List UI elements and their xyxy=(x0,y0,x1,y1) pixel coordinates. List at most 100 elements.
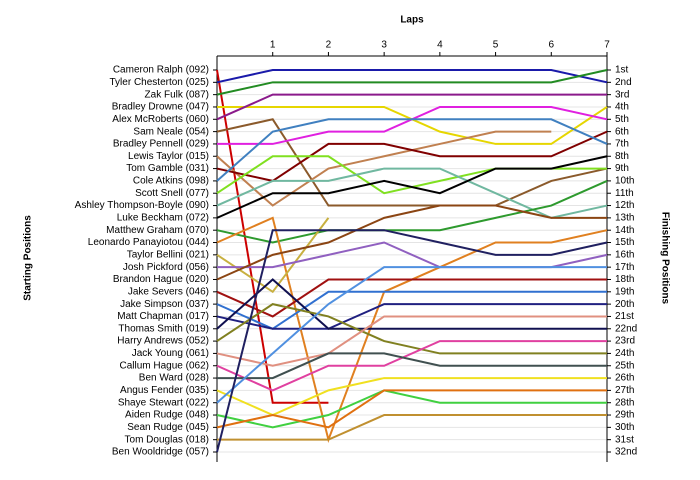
y2-tick-label: 24th xyxy=(615,348,634,359)
y2-tick-label: 4th xyxy=(615,102,629,113)
y2-tick-label: 3rd xyxy=(615,89,629,100)
driver-line xyxy=(216,155,608,219)
driver-line xyxy=(217,105,608,145)
y2-tick-label: 13th xyxy=(615,213,634,224)
driver-line xyxy=(216,118,608,207)
y2-tick-label: 16th xyxy=(615,249,634,260)
x-tick-label: 5 xyxy=(493,40,499,51)
driver-line xyxy=(217,352,607,380)
driver-line xyxy=(216,340,607,392)
legend-label: Jake Simpson (037) xyxy=(120,299,209,310)
driver-line xyxy=(216,229,608,453)
legend-label: Tyler Chesterton (025) xyxy=(110,77,210,88)
legend-label: Bradley Pennell (029) xyxy=(113,139,209,150)
y2-tick-label: 9th xyxy=(615,163,629,174)
x-tick-label: 2 xyxy=(326,40,332,51)
driver-line xyxy=(216,266,607,404)
legend-label: Matthew Graham (070) xyxy=(106,225,209,236)
legend-label: Bradley Drowne (047) xyxy=(112,102,209,113)
y-axis-title: Starting Positions xyxy=(23,215,34,301)
driver-line xyxy=(216,377,607,417)
y2-tick-label: 10th xyxy=(615,176,634,187)
legend-label: Angus Fender (035) xyxy=(120,385,209,396)
driver-line xyxy=(216,179,608,244)
legend-label: Shaye Stewart (022) xyxy=(118,397,209,408)
y2-tick-label: 12th xyxy=(615,200,634,211)
driver-line xyxy=(216,130,608,182)
driver-line xyxy=(216,389,607,429)
driver-line xyxy=(216,389,607,429)
legend-label: Ben Ward (028) xyxy=(139,373,209,384)
x-tick-label: 7 xyxy=(604,40,610,51)
legend-label: Sean Rudge (045) xyxy=(127,422,209,433)
y2-tick-label: 19th xyxy=(615,286,634,297)
driver-line xyxy=(216,167,608,219)
legend-label: Leonardo Panayiotou (044) xyxy=(88,237,209,248)
legend-label: Luke Beckham (072) xyxy=(117,213,209,224)
x-tick-label: 6 xyxy=(549,40,555,51)
legend-label: Thomas Smith (019) xyxy=(118,323,209,334)
legend-label: Josh Pickford (056) xyxy=(123,262,209,273)
y2-tick-label: 22nd xyxy=(615,323,637,334)
legend-label: Lewis Taylor (015) xyxy=(128,151,209,162)
legend-label: Harry Andrews (052) xyxy=(117,336,209,347)
y2-axis-title: Finishing Positions xyxy=(659,212,670,305)
y2-tick-label: 2nd xyxy=(615,77,632,88)
legend-label: Cameron Ralph (092) xyxy=(113,65,209,76)
y2-tick-label: 31st xyxy=(615,434,634,445)
legend-label: Scott Snell (077) xyxy=(135,188,209,199)
y2-tick-label: 20th xyxy=(615,299,634,310)
legend-label: Brandon Hague (020) xyxy=(113,274,209,285)
x-tick-label: 1 xyxy=(270,40,276,51)
driver-line xyxy=(216,303,607,330)
y2-tick-label: 18th xyxy=(615,274,634,285)
y2-tick-label: 29th xyxy=(615,410,634,421)
legend-label: Alex McRoberts (060) xyxy=(112,114,209,125)
y2-tick-label: 23rd xyxy=(615,336,635,347)
y2-tick-label: 15th xyxy=(615,237,634,248)
legend-label: Zak Fulk (087) xyxy=(145,89,209,100)
legend-label: Tom Gamble (031) xyxy=(126,163,209,174)
legend-label: Aiden Rudge (048) xyxy=(125,410,209,421)
legend-label: Callum Hague (062) xyxy=(120,360,210,371)
driver-line xyxy=(216,303,607,355)
legend-label: Tom Douglas (018) xyxy=(125,434,209,445)
legend-label: Sam Neale (054) xyxy=(133,126,209,137)
y2-tick-label: 25th xyxy=(615,360,634,371)
y2-tick-label: 5th xyxy=(615,114,629,125)
y2-tick-label: 8th xyxy=(615,151,629,162)
y2-tick-label: 21st xyxy=(615,311,634,322)
driver-line xyxy=(216,315,607,367)
x-axis-title: Laps xyxy=(400,15,424,26)
legend-label: Jack Young (061) xyxy=(132,348,209,359)
x-tick-label: 3 xyxy=(381,40,387,51)
y2-tick-label: 1st xyxy=(615,65,629,76)
driver-line xyxy=(216,278,607,318)
legend-label: Cole Atkins (098) xyxy=(133,176,209,187)
y2-tick-label: 17th xyxy=(615,262,634,273)
driver-line xyxy=(217,414,607,441)
y2-tick-label: 6th xyxy=(615,126,629,137)
driver-line xyxy=(216,118,608,182)
driver-line xyxy=(216,93,607,121)
driver-line xyxy=(216,69,608,84)
legend-label: Jake Severs (046) xyxy=(128,286,209,297)
y2-tick-label: 7th xyxy=(615,139,629,150)
x-tick-label: 4 xyxy=(437,40,443,51)
driver-line xyxy=(216,204,607,281)
y2-tick-label: 30th xyxy=(615,422,634,433)
driver-line xyxy=(216,290,607,330)
y2-tick-label: 28th xyxy=(615,397,634,408)
legend-label: Ben Wooldridge (057) xyxy=(112,447,209,458)
legend-label: Matt Chapman (017) xyxy=(117,311,209,322)
y2-tick-label: 27th xyxy=(615,385,634,396)
y2-tick-label: 11th xyxy=(615,188,634,199)
driver-line xyxy=(216,130,552,207)
y2-tick-label: 32nd xyxy=(615,447,637,458)
legend-label: Ashley Thompson-Boyle (090) xyxy=(75,200,209,211)
legend-label: Taylor Bellini (021) xyxy=(127,249,209,260)
driver-line xyxy=(216,278,607,330)
driver-line xyxy=(217,105,608,145)
